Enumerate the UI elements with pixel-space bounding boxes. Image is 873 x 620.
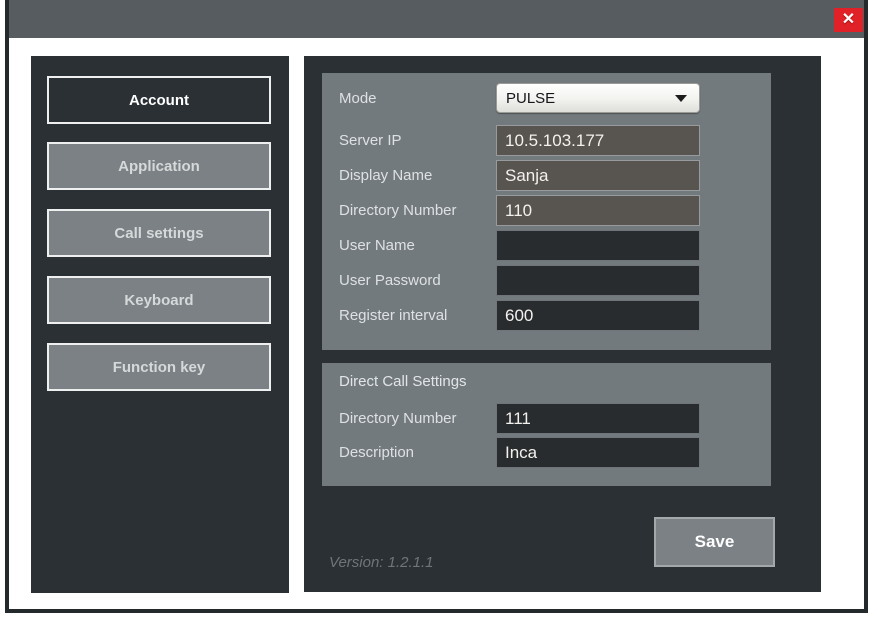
display-name-label: Display Name: [339, 167, 433, 184]
sidebar-item-function-key[interactable]: Function key: [47, 343, 271, 391]
close-icon: ✕: [841, 11, 856, 28]
sidebar-item-label: Keyboard: [124, 291, 194, 309]
description-label: Description: [339, 444, 415, 461]
direct-directory-number-label: Directory Number: [339, 410, 457, 427]
sidebar-item-call-settings[interactable]: Call settings: [47, 209, 271, 257]
sidebar-item-account[interactable]: Account: [47, 76, 271, 124]
main-panel: Mode PULSE Server IP Display Name Direct…: [304, 56, 821, 592]
direct-directory-number-row: Directory Number: [322, 403, 771, 434]
sidebar-item-label: Function key: [112, 358, 206, 376]
sidebar-item-label: Account: [129, 91, 189, 109]
user-name-label: User Name: [339, 237, 415, 254]
save-button-label: Save: [694, 532, 735, 551]
sidebar-item-keyboard[interactable]: Keyboard: [47, 276, 271, 324]
mode-select[interactable]: PULSE: [496, 83, 700, 113]
mode-selected-value: PULSE: [506, 89, 556, 107]
user-password-row: User Password: [322, 265, 771, 296]
mode-label: Mode: [339, 90, 377, 107]
version-text: Version: 1.2.1.1: [329, 554, 434, 571]
user-name-row: User Name: [322, 230, 771, 261]
register-interval-input[interactable]: [496, 300, 700, 331]
server-ip-input[interactable]: [496, 125, 700, 156]
description-row: Description: [322, 437, 771, 468]
direct-call-settings-panel: Direct Call Settings Directory Number De…: [322, 363, 771, 486]
chevron-down-icon: [675, 94, 687, 102]
description-input[interactable]: [496, 437, 700, 468]
save-button[interactable]: Save: [654, 517, 775, 567]
direct-directory-number-input[interactable]: [496, 403, 700, 434]
title-bar: ✕: [9, 0, 864, 38]
register-interval-label: Register interval: [339, 307, 448, 324]
server-ip-label: Server IP: [339, 132, 402, 149]
account-settings-panel: Mode PULSE Server IP Display Name Direct…: [322, 73, 771, 350]
server-ip-row: Server IP: [322, 125, 771, 156]
sidebar-item-label: Call settings: [114, 224, 204, 242]
sidebar-item-application[interactable]: Application: [47, 142, 271, 190]
directory-number-row: Directory Number: [322, 195, 771, 226]
sidebar: Account Application Call settings Keyboa…: [31, 56, 289, 593]
direct-call-settings-title: Direct Call Settings: [339, 373, 467, 390]
window-frame: ✕ Account Application Call settings Keyb…: [5, 0, 868, 613]
close-button[interactable]: ✕: [834, 8, 863, 32]
display-name-input[interactable]: [496, 160, 700, 191]
directory-number-label: Directory Number: [339, 202, 457, 219]
display-name-row: Display Name: [322, 160, 771, 191]
register-interval-row: Register interval: [322, 300, 771, 331]
sidebar-item-label: Application: [118, 157, 200, 175]
user-password-label: User Password: [339, 272, 441, 289]
user-name-input[interactable]: [496, 230, 700, 261]
directory-number-input[interactable]: [496, 195, 700, 226]
mode-row: Mode PULSE: [322, 83, 771, 114]
user-password-input[interactable]: [496, 265, 700, 296]
